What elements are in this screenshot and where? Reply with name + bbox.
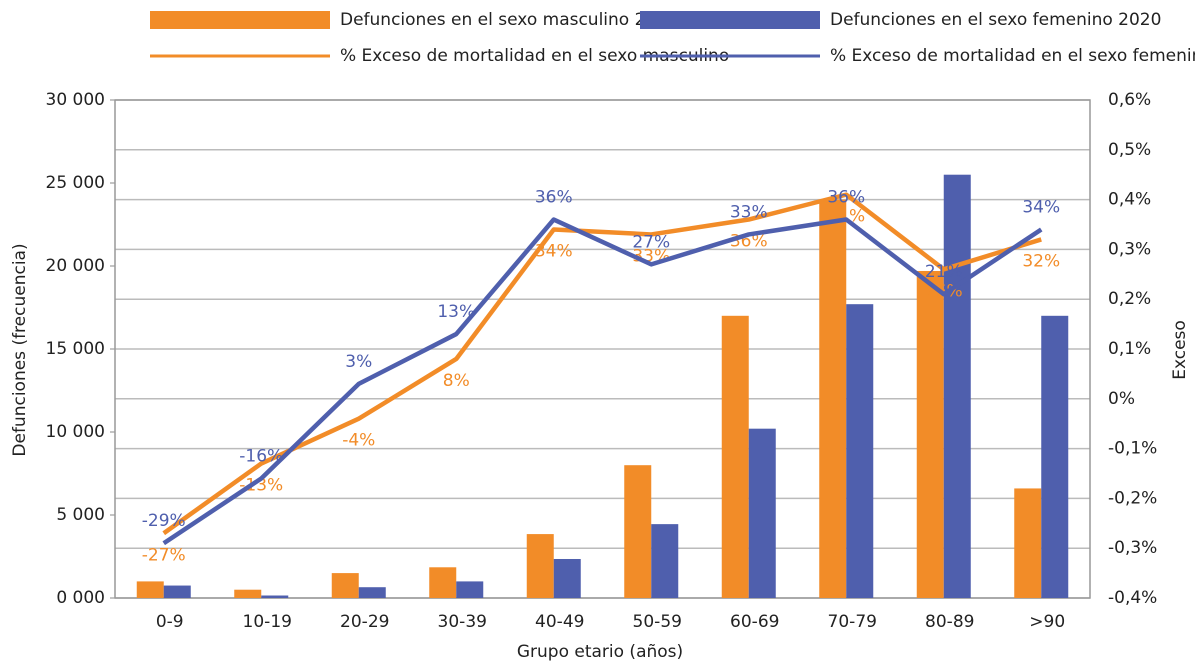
y2-tick-label: 0,6% (1108, 90, 1151, 110)
x-tick-label: 50-59 (633, 612, 682, 632)
y-tick-label: 5 000 (56, 505, 105, 525)
data-label: -27% (142, 545, 186, 565)
data-label: -4% (342, 431, 375, 451)
data-label: 34% (1022, 197, 1060, 217)
bar (136, 581, 164, 598)
y2-tick-label: 0,5% (1108, 140, 1151, 160)
legend-label: % Exceso de mortalidad en el sexo femeni… (830, 46, 1195, 66)
y-tick-label: 30 000 (46, 90, 105, 110)
data-label: 3% (345, 352, 372, 372)
bar (553, 558, 581, 598)
x-tick-label: 10-19 (243, 612, 292, 632)
y2-tick-label: -0,2% (1108, 488, 1157, 508)
data-label: 34% (535, 241, 573, 261)
data-label: 8% (443, 371, 470, 391)
y-tick-label: 20 000 (46, 256, 105, 276)
bar (456, 581, 484, 598)
data-label: 13% (437, 302, 475, 322)
data-label: 36% (827, 188, 865, 208)
y-tick-label: 10 000 (46, 422, 105, 442)
legend-label: Defunciones en el sexo masculino 2020 (340, 10, 678, 30)
bar (163, 585, 191, 598)
bar (358, 587, 386, 598)
legend-swatch (640, 11, 820, 29)
data-label: -13% (239, 476, 283, 496)
legend-label: % Exceso de mortalidad en el sexo mascul… (340, 46, 729, 66)
x-tick-label: 40-49 (535, 612, 584, 632)
legend-swatch (150, 11, 330, 29)
x-tick-label: 60-69 (730, 612, 779, 632)
y2-tick-label: 0,3% (1108, 239, 1151, 259)
x-tick-label: 30-39 (438, 612, 487, 632)
bar (819, 199, 847, 598)
x-tick-label: 70-79 (828, 612, 877, 632)
bar (748, 428, 776, 598)
bar (261, 595, 289, 598)
y2-tick-label: 0,1% (1108, 339, 1151, 359)
data-label: 33% (730, 202, 768, 222)
y-tick-label: 0 000 (56, 588, 105, 608)
y2-tick-label: 0% (1108, 389, 1135, 409)
line (162, 192, 1042, 536)
bar (651, 524, 679, 598)
bar (234, 589, 262, 598)
y-axis-title: Defunciones (frecuencia) (10, 243, 30, 456)
x-tick-label: >90 (1029, 612, 1065, 632)
y-tick-label: 15 000 (46, 339, 105, 359)
bar (916, 270, 944, 598)
y2-tick-label: -0,1% (1108, 439, 1157, 459)
bar (526, 534, 554, 598)
x-tick-label: 0-9 (156, 612, 184, 632)
bar (1014, 488, 1042, 598)
plot-border (114, 99, 1091, 599)
legend-label: Defunciones en el sexo femenino 2020 (830, 10, 1161, 30)
data-label: -16% (239, 446, 283, 466)
bar (943, 174, 971, 598)
bar (846, 304, 874, 598)
y2-tick-label: 0,4% (1108, 190, 1151, 210)
bar (721, 315, 749, 598)
bar (331, 573, 359, 598)
y2-tick-label: 0,2% (1108, 289, 1151, 309)
data-label: 36% (535, 188, 573, 208)
bar (624, 465, 652, 598)
y2-axis-title: Exceso (1170, 320, 1190, 380)
x-axis-title: Grupo etario (años) (517, 642, 683, 662)
data-label: 32% (1022, 251, 1060, 271)
line (162, 217, 1043, 546)
x-tick-label: 20-29 (340, 612, 389, 632)
x-tick-label: 80-89 (925, 612, 974, 632)
data-label: -29% (142, 511, 186, 531)
data-label: 27% (632, 232, 670, 252)
y2-tick-label: -0,4% (1108, 588, 1157, 608)
bar (429, 567, 457, 598)
y2-tick-label: -0,3% (1108, 538, 1157, 558)
bar (1041, 315, 1069, 598)
data-label: 21% (925, 262, 963, 282)
y-tick-label: 25 000 (46, 173, 105, 193)
